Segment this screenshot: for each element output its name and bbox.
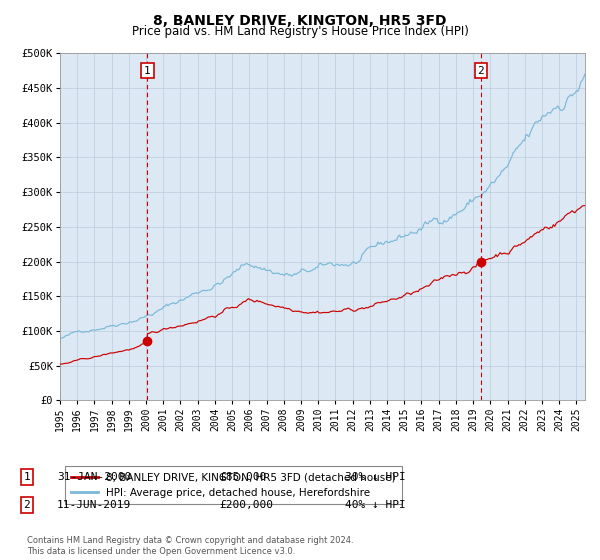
Text: Price paid vs. HM Land Registry's House Price Index (HPI): Price paid vs. HM Land Registry's House … <box>131 25 469 38</box>
Text: Contains HM Land Registry data © Crown copyright and database right 2024.
This d: Contains HM Land Registry data © Crown c… <box>27 536 353 556</box>
Text: 1: 1 <box>23 472 31 482</box>
Text: £85,000: £85,000 <box>219 472 266 482</box>
Text: 11-JUN-2019: 11-JUN-2019 <box>57 500 131 510</box>
Text: 31-JAN-2000: 31-JAN-2000 <box>57 472 131 482</box>
Text: 1: 1 <box>144 66 151 76</box>
Text: 2: 2 <box>478 66 484 76</box>
Text: 40% ↓ HPI: 40% ↓ HPI <box>345 500 406 510</box>
Legend: 8, BANLEY DRIVE, KINGTON, HR5 3FD (detached house), HPI: Average price, detached: 8, BANLEY DRIVE, KINGTON, HR5 3FD (detac… <box>65 466 402 504</box>
Text: 8, BANLEY DRIVE, KINGTON, HR5 3FD: 8, BANLEY DRIVE, KINGTON, HR5 3FD <box>153 14 447 28</box>
Text: 30% ↓ HPI: 30% ↓ HPI <box>345 472 406 482</box>
Text: £200,000: £200,000 <box>219 500 273 510</box>
Text: 2: 2 <box>23 500 31 510</box>
